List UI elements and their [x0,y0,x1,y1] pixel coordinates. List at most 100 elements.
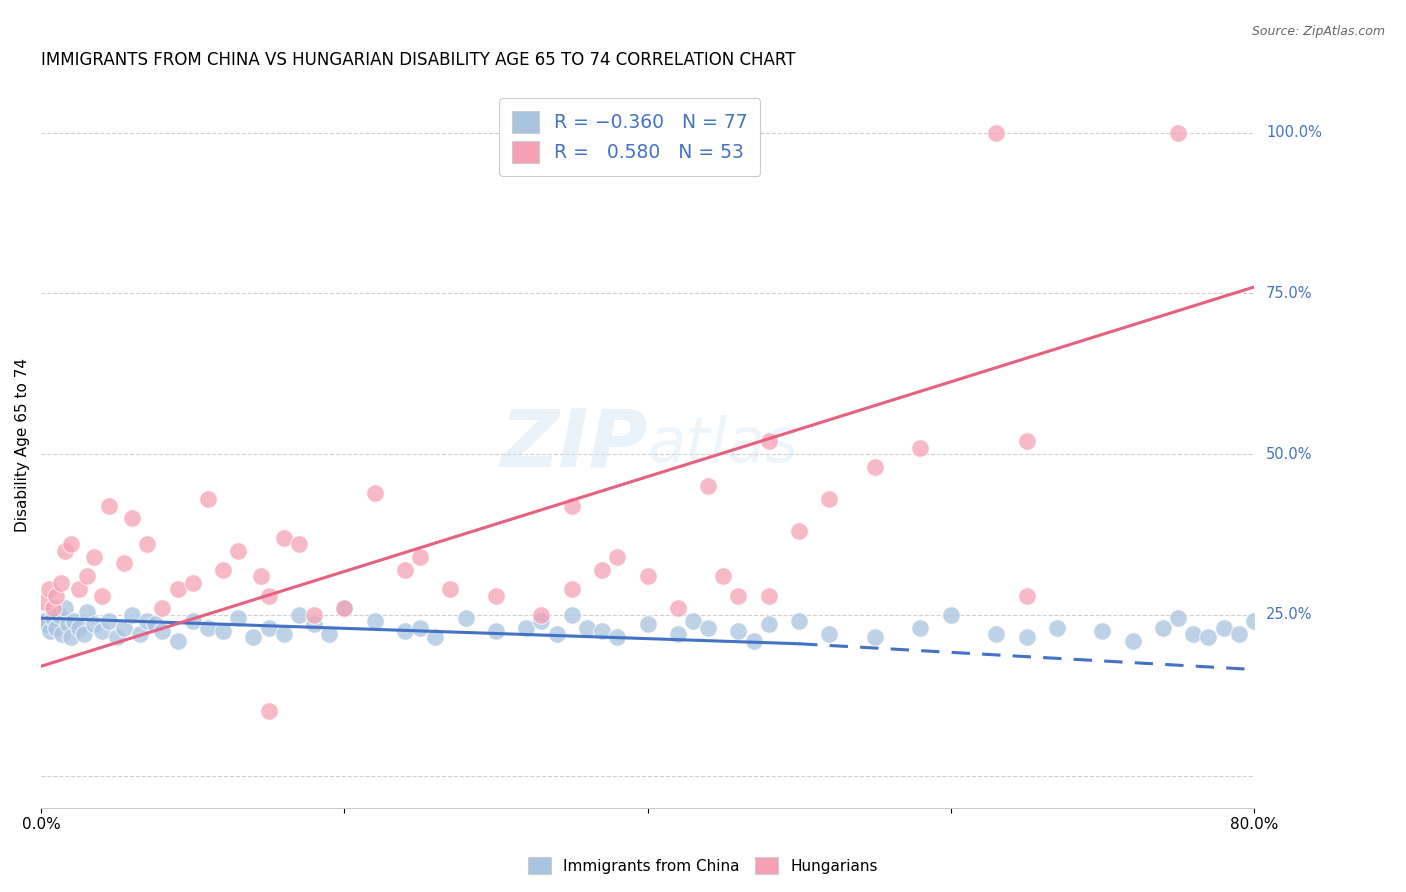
Point [1046,621,1069,635]
Point [83,549,105,564]
Point [76,569,98,583]
Point [606,631,628,645]
Point [53,543,76,558]
Text: Source: ZipAtlas.com: Source: ZipAtlas.com [1251,25,1385,38]
Point [288,607,311,622]
Point [90,624,112,638]
Point [273,531,295,545]
Point [136,614,159,628]
Point [288,537,311,551]
Point [150,624,173,638]
Point [637,569,659,583]
Point [591,624,613,638]
Point [1122,633,1144,648]
Point [530,607,553,622]
Point [212,563,235,577]
Point [128,627,150,641]
Point [697,479,720,493]
Point [212,624,235,638]
Text: 100.0%: 100.0% [1265,125,1322,140]
Point [45,589,67,603]
Text: ZIP: ZIP [501,406,648,483]
Point [67,582,90,596]
Point [910,621,932,635]
Point [727,624,749,638]
Point [561,582,583,596]
Point [197,621,219,635]
Point [711,569,734,583]
Point [38,582,60,596]
Text: IMMIGRANTS FROM CHINA VS HUNGARIAN DISABILITY AGE 65 TO 74 CORRELATION CHART: IMMIGRANTS FROM CHINA VS HUNGARIAN DISAB… [41,51,796,69]
Point [32,595,55,609]
Point [333,601,356,615]
Point [257,621,280,635]
Point [60,631,83,645]
Point [226,543,249,558]
Point [637,617,659,632]
Point [197,492,219,507]
Point [986,126,1008,140]
Point [409,549,432,564]
Point [530,614,553,628]
Point [42,611,65,625]
Point [58,617,80,632]
Point [485,624,508,638]
Point [818,627,841,641]
Point [606,549,628,564]
Point [591,563,613,577]
Point [986,627,1008,641]
Point [257,704,280,718]
Point [910,441,932,455]
Point [409,621,432,635]
Point [787,614,810,628]
Point [454,611,477,625]
Point [67,621,90,635]
Point [1152,621,1174,635]
Legend: R = −0.360   N = 77, R =   0.580   N = 53: R = −0.360 N = 77, R = 0.580 N = 53 [499,98,761,176]
Point [114,557,136,571]
Point [121,511,143,525]
Point [136,537,159,551]
Point [242,631,264,645]
Point [76,605,98,619]
Point [166,582,188,596]
Point [32,614,55,628]
Point [363,614,385,628]
Point [250,569,273,583]
Point [51,627,73,641]
Point [439,582,461,596]
Point [1167,611,1189,625]
Legend: Immigrants from China, Hungarians: Immigrants from China, Hungarians [522,851,884,880]
Point [333,601,356,615]
Point [561,499,583,513]
Point [666,601,689,615]
Text: 50.0%: 50.0% [1265,447,1313,462]
Point [166,633,188,648]
Point [727,589,749,603]
Point [1015,434,1038,449]
Point [1015,631,1038,645]
Y-axis label: Disability Age 65 to 74: Disability Age 65 to 74 [15,358,30,532]
Point [1227,627,1250,641]
Point [863,631,886,645]
Point [42,601,65,615]
Point [143,617,166,632]
Text: 75.0%: 75.0% [1265,286,1313,301]
Point [515,621,537,635]
Point [863,460,886,475]
Point [105,631,128,645]
Point [682,614,704,628]
Point [1091,624,1114,638]
Point [150,601,173,615]
Point [302,607,325,622]
Point [39,624,62,638]
Point [90,589,112,603]
Point [787,524,810,539]
Point [98,614,121,628]
Point [1212,621,1234,635]
Point [363,485,385,500]
Point [575,621,598,635]
Point [1182,627,1205,641]
Point [742,633,765,648]
Point [425,631,447,645]
